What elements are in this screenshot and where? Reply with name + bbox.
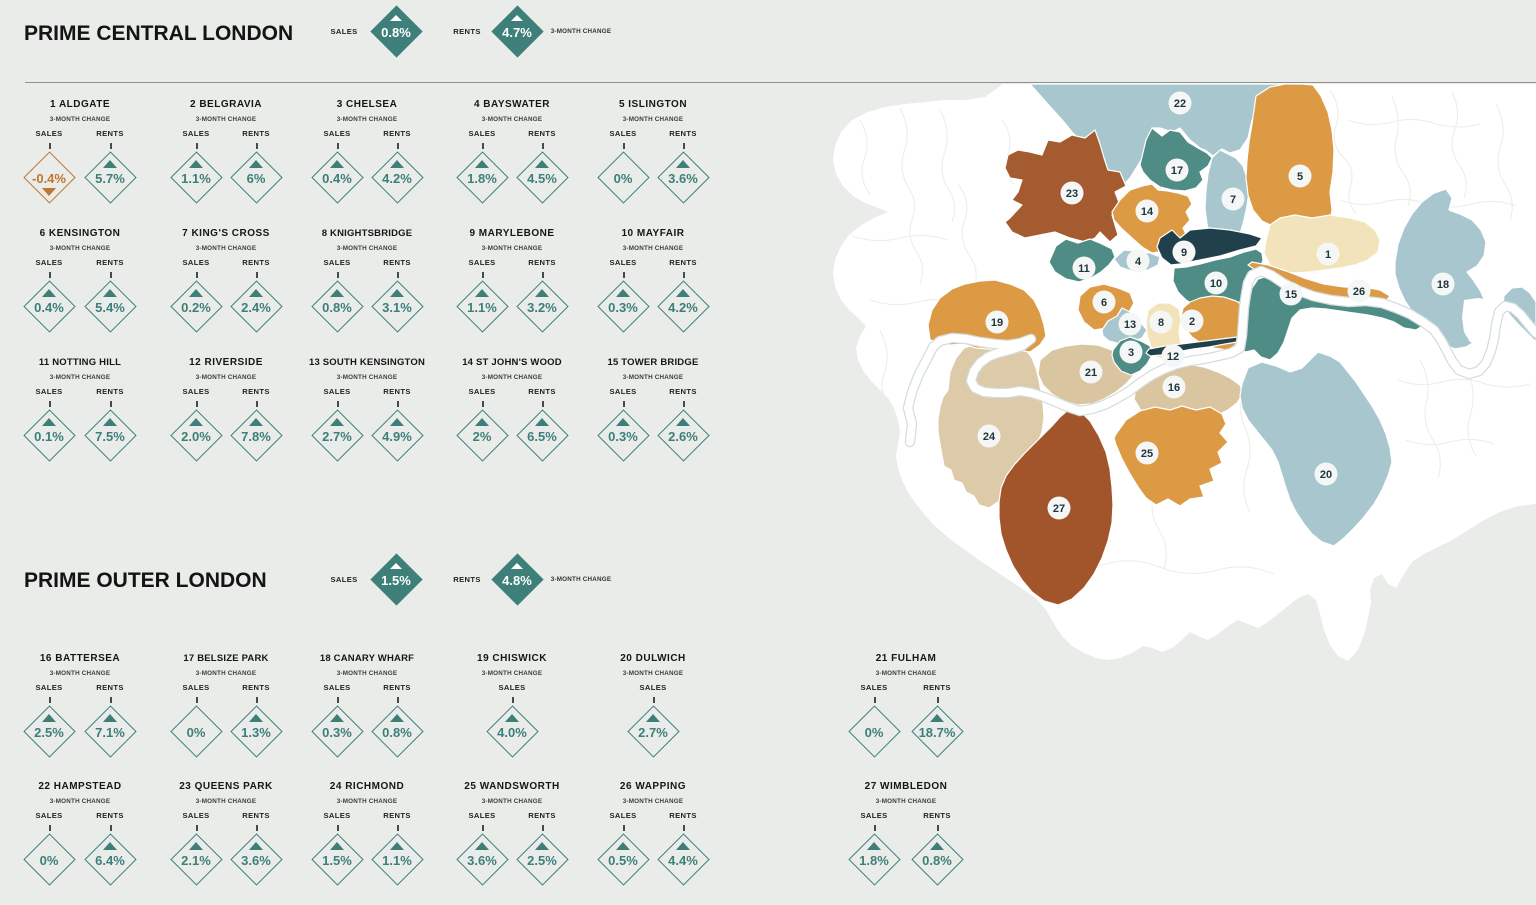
- svg-text:3: 3: [1128, 347, 1134, 359]
- svg-text:26: 26: [1353, 286, 1365, 298]
- svg-text:2: 2: [1189, 316, 1195, 328]
- svg-text:5: 5: [1297, 171, 1303, 183]
- svg-text:17: 17: [1171, 165, 1183, 177]
- svg-text:8: 8: [1158, 317, 1164, 329]
- svg-text:7: 7: [1230, 194, 1236, 206]
- svg-text:15: 15: [1285, 289, 1297, 301]
- svg-text:11: 11: [1078, 263, 1090, 275]
- svg-text:27: 27: [1053, 503, 1065, 515]
- svg-text:20: 20: [1320, 469, 1332, 481]
- svg-text:25: 25: [1141, 448, 1153, 460]
- svg-text:21: 21: [1085, 367, 1097, 379]
- svg-text:14: 14: [1141, 206, 1154, 218]
- svg-text:19: 19: [991, 317, 1003, 329]
- svg-text:13: 13: [1124, 319, 1136, 331]
- svg-text:12: 12: [1167, 351, 1179, 363]
- svg-text:22: 22: [1174, 98, 1186, 110]
- svg-text:24: 24: [983, 431, 996, 443]
- svg-text:6: 6: [1101, 297, 1107, 309]
- svg-text:4: 4: [1135, 256, 1142, 268]
- svg-text:10: 10: [1210, 278, 1222, 290]
- svg-text:16: 16: [1168, 382, 1180, 394]
- svg-text:23: 23: [1066, 188, 1078, 200]
- svg-text:1: 1: [1325, 249, 1331, 261]
- svg-text:18: 18: [1437, 279, 1449, 291]
- svg-text:9: 9: [1181, 247, 1187, 259]
